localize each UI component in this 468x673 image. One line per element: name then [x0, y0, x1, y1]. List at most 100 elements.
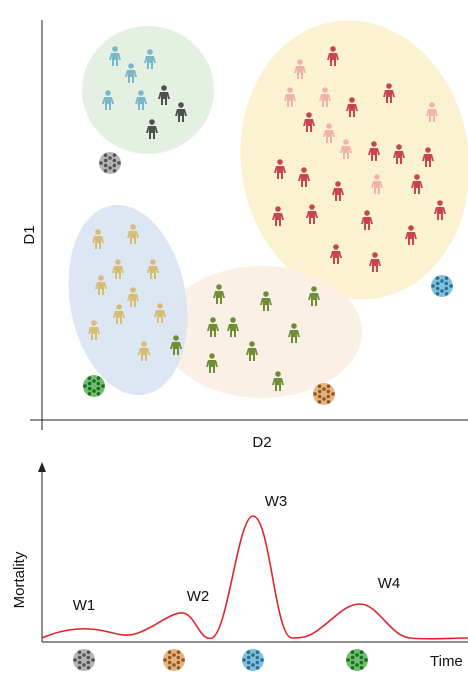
virus-dot: [251, 653, 255, 657]
virus-dot: [82, 653, 86, 657]
head: [98, 275, 104, 281]
virus-icon: [83, 375, 105, 397]
head: [216, 284, 222, 290]
virus-dot: [331, 392, 335, 396]
virus-dot: [97, 387, 101, 391]
virus-dot: [355, 653, 359, 657]
head: [309, 204, 315, 210]
head: [141, 341, 147, 347]
virus-dot: [445, 292, 449, 296]
head: [425, 147, 431, 153]
virus-dot: [163, 658, 167, 662]
head: [429, 102, 435, 108]
virus-dot: [322, 387, 326, 391]
head: [149, 119, 155, 125]
virus-icon: [242, 649, 264, 671]
virus-dot: [78, 666, 82, 670]
virus-dot: [104, 169, 108, 173]
head: [364, 210, 370, 216]
virus-dot: [445, 276, 449, 280]
virus-dot: [436, 276, 440, 280]
virus-dot: [113, 164, 117, 168]
virus-dot: [87, 666, 91, 670]
virus-dot: [256, 656, 260, 660]
virus-icon: [99, 152, 121, 174]
virus-dot: [97, 376, 101, 380]
virus-dot: [78, 650, 82, 654]
virus-dot: [360, 650, 364, 654]
virus-dot: [168, 666, 172, 670]
virus-icon: [73, 649, 95, 671]
virus-dot: [88, 387, 92, 391]
virus-icon: [313, 383, 335, 405]
wave-label: W4: [378, 575, 401, 592]
virus-dot: [327, 390, 331, 394]
virus-dot: [318, 395, 322, 399]
wave-label: W1: [73, 597, 96, 614]
virus-dot: [108, 166, 112, 170]
virus-dot: [346, 658, 350, 662]
head: [130, 224, 136, 230]
head: [322, 87, 328, 93]
virus-dot: [99, 161, 103, 165]
virus-dot: [318, 390, 322, 394]
timeline-y-label: Mortality: [11, 551, 28, 608]
head: [178, 102, 184, 108]
virus-dot: [351, 666, 355, 670]
cluster-green: [82, 26, 214, 154]
head: [343, 139, 349, 145]
virus-dot: [73, 658, 77, 662]
virus-dot: [436, 287, 440, 291]
virus-dot: [260, 658, 264, 662]
head: [130, 287, 136, 293]
head: [330, 46, 336, 52]
head: [115, 259, 121, 265]
virus-dot: [177, 666, 181, 670]
virus-dot: [83, 384, 87, 388]
virus-dot: [247, 666, 251, 670]
virus-dot: [87, 661, 91, 665]
virus-dot: [101, 384, 105, 388]
virus-dot: [445, 287, 449, 291]
virus-dot: [104, 159, 108, 163]
virus-dot: [327, 395, 331, 399]
virus-dot: [177, 661, 181, 665]
virus-dot: [313, 392, 317, 396]
wave-label: W2: [187, 588, 210, 605]
virus-icon: [346, 649, 368, 671]
virus-dot: [256, 666, 260, 670]
head: [249, 341, 255, 347]
virus-dot: [108, 156, 112, 160]
virus-dot: [181, 658, 185, 662]
virus-dot: [177, 656, 181, 660]
virus-dot: [92, 389, 96, 393]
virus-dot: [177, 650, 181, 654]
virus-dot: [322, 397, 326, 401]
virus-dot: [97, 382, 101, 386]
virus-dot: [113, 159, 117, 163]
head: [311, 286, 317, 292]
virus-dot: [360, 666, 364, 670]
virus-dot: [104, 164, 108, 168]
virus-dot: [327, 384, 331, 388]
virus-dot: [318, 400, 322, 404]
head: [112, 46, 118, 52]
virus-dot: [104, 153, 108, 157]
virus-dot: [360, 661, 364, 665]
virus-dot: [355, 663, 359, 667]
virus-dot: [351, 650, 355, 654]
virus-dot: [172, 663, 176, 667]
head: [210, 317, 216, 323]
head: [349, 97, 355, 103]
x-axis-label: D2: [252, 434, 271, 451]
virus-dot: [87, 656, 91, 660]
virus-dot: [113, 153, 117, 157]
virus-dot: [168, 650, 172, 654]
head: [230, 317, 236, 323]
head: [150, 259, 156, 265]
virus-dot: [436, 292, 440, 296]
virus-dot: [318, 384, 322, 388]
virus-dot: [440, 279, 444, 283]
virus-dot: [168, 656, 172, 660]
virus-dot: [242, 658, 246, 662]
